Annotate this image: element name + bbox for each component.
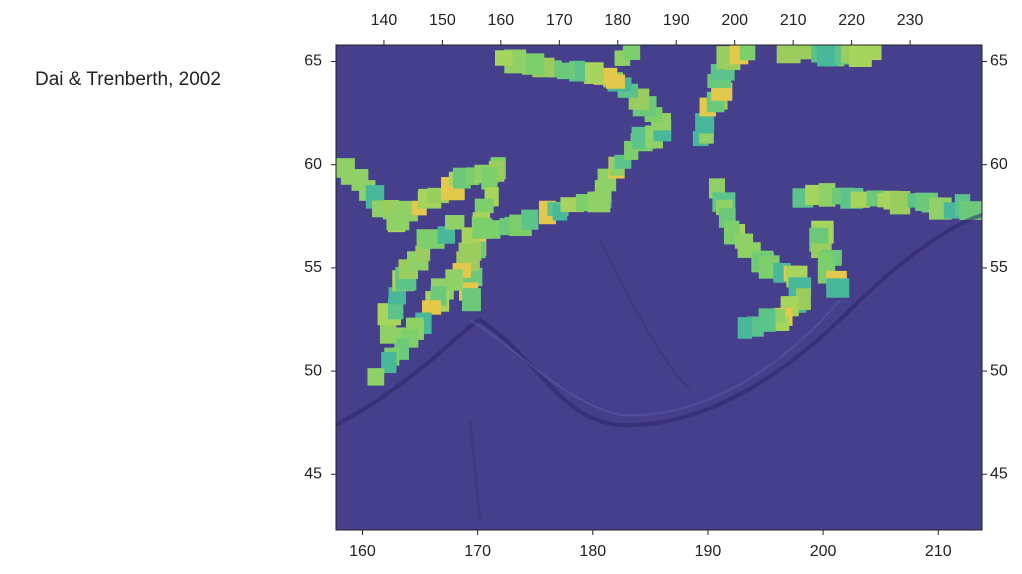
data-cell — [481, 167, 497, 189]
y2-tick-label: 65 — [990, 53, 1008, 70]
data-cell — [740, 45, 756, 60]
x2-tick-label: 150 — [429, 12, 456, 29]
x2-tick-label: 230 — [897, 12, 924, 29]
x2-tick-label: 170 — [546, 12, 573, 29]
data-cell — [422, 300, 441, 314]
y-tick-label: 55 — [304, 259, 322, 276]
data-cell — [521, 210, 538, 230]
y-tick-label: 45 — [304, 465, 322, 482]
data-cell — [380, 323, 396, 343]
data-cell — [367, 368, 384, 385]
data-cell — [417, 229, 440, 246]
x-tick-label: 170 — [464, 543, 491, 560]
x2-tick-label: 140 — [371, 12, 398, 29]
y-tick-label: 50 — [304, 362, 322, 379]
x2-tick-label: 220 — [838, 12, 865, 29]
x-tick-label: 210 — [925, 543, 952, 560]
x2-tick-label: 180 — [604, 12, 631, 29]
x2-tick-label: 190 — [663, 12, 690, 29]
y2-tick-label: 50 — [990, 362, 1008, 379]
data-cell — [445, 215, 464, 230]
data-cell — [584, 62, 604, 84]
data-cell — [475, 199, 494, 214]
data-cell — [738, 317, 752, 339]
map-figure: Dai & Trenberth, 2002 160 170 180 190 200 210… — [0, 0, 1022, 569]
y2-tick-label: 45 — [990, 465, 1008, 482]
x-tick-label: 160 — [349, 543, 376, 560]
x2-tick-label: 160 — [488, 12, 515, 29]
y-tick-label: 65 — [304, 53, 322, 70]
figure-title: Dai & Trenberth, 2002 — [35, 69, 221, 90]
y-tick-label: 60 — [304, 156, 322, 173]
x2-tick-label: 200 — [721, 12, 748, 29]
x2-tick-label: 210 — [780, 12, 807, 29]
data-cell — [826, 278, 849, 297]
data-cell — [482, 220, 501, 239]
x-tick-label: 200 — [810, 543, 837, 560]
y2-tick-label: 55 — [990, 259, 1008, 276]
x-tick-label: 190 — [695, 543, 722, 560]
x-tick-label: 180 — [579, 543, 606, 560]
data-cell — [495, 50, 513, 65]
data-cell — [890, 191, 910, 214]
data-cell — [623, 45, 640, 60]
data-cell — [462, 288, 481, 311]
y2-tick-label: 60 — [990, 156, 1008, 173]
data-cell — [797, 45, 812, 59]
data-cell — [862, 45, 882, 60]
